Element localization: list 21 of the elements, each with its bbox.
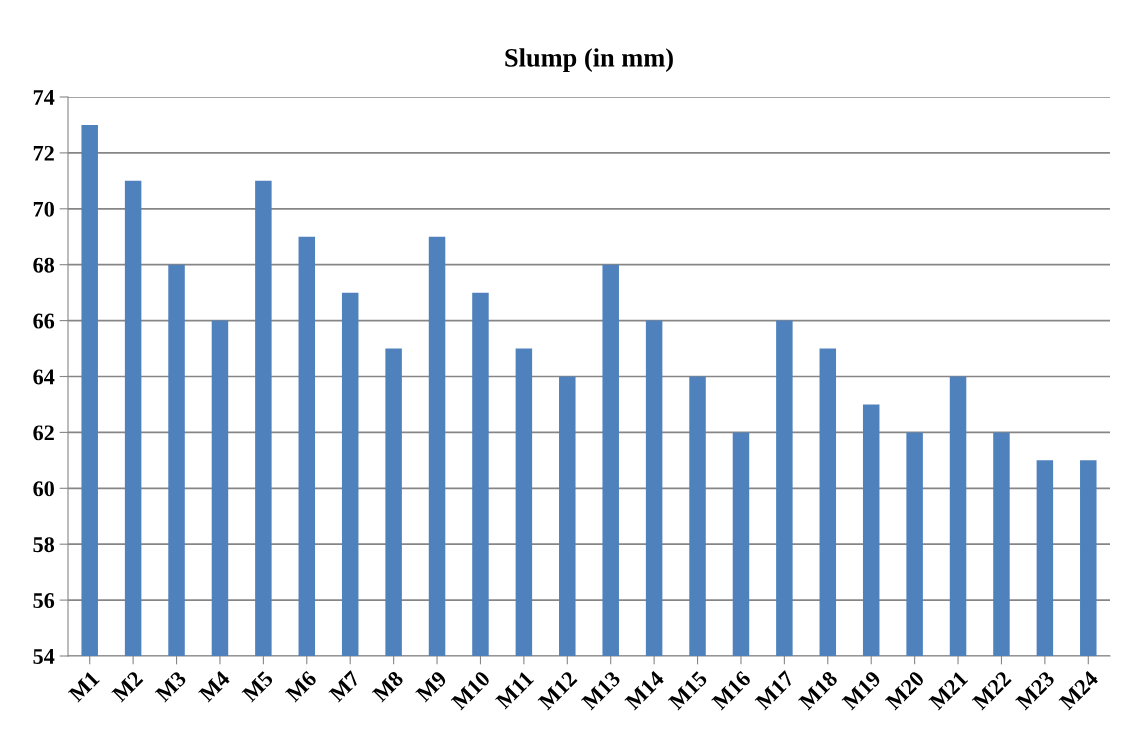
x-tick-label: M8	[371, 670, 405, 703]
x-tick-label: M7	[328, 670, 361, 703]
y-tick-label: 62	[33, 425, 54, 441]
y-tick-label: 60	[33, 481, 54, 497]
y-tick-label: 72	[33, 145, 54, 161]
x-tick-label: M4	[198, 670, 231, 703]
y-tick-label: 70	[33, 201, 54, 217]
x-tick-label: M1	[67, 670, 100, 703]
y-tick-label: 54	[33, 649, 55, 664]
x-tick-label: M6	[284, 670, 318, 703]
y-tick-label: 74	[33, 90, 55, 105]
y-tick-label: 56	[33, 593, 55, 609]
x-tick-label: M5	[241, 670, 274, 703]
y-tick-label: 68	[33, 257, 55, 273]
chart-title: Slump (in mm)	[505, 48, 673, 73]
x-tick-label: M9	[415, 670, 448, 703]
y-tick-label: 66	[33, 313, 55, 329]
x-tick-label: M3	[154, 670, 188, 703]
y-tick-label: 64	[33, 369, 55, 385]
y-tick-label: 58	[33, 537, 55, 553]
x-tick-label: M2	[111, 670, 144, 703]
